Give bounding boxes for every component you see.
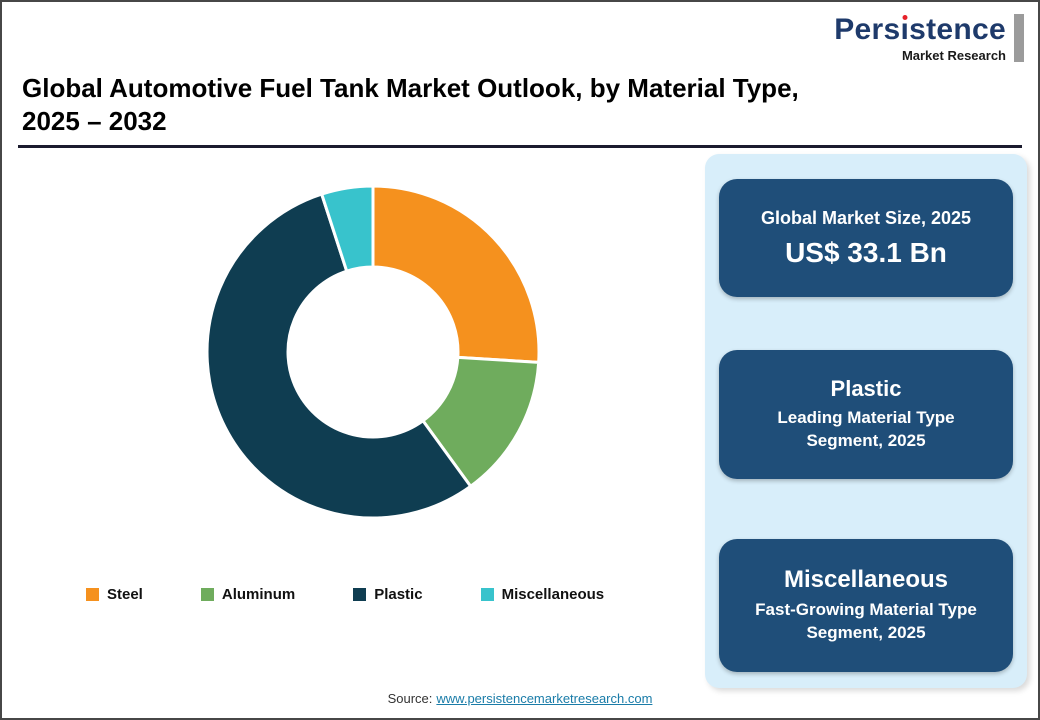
market-size-label: Global Market Size, 2025 [760,207,972,228]
legend-swatch-steel [86,588,99,601]
legend-swatch-plastic [353,588,367,601]
legend-swatch-aluminum [200,588,214,601]
leading-segment-card: Plastic Leading Material Type Segment, 2… [719,350,1013,479]
title-divider [18,145,1022,148]
legend-label-steel: Steel [107,586,143,603]
fast-growing-segment-title: Miscellaneous [783,566,949,594]
donut-slice-plastic [205,192,473,520]
market-size-card: Global Market Size, 2025 US$ 33.1 Bn [719,179,1013,297]
legend-item-plastic: Plastic [353,586,423,603]
legend-item-steel: Steel [86,586,143,603]
highlight-panel: Global Market Size, 2025 US$ 33.1 Bn Pla… [705,154,1027,688]
fast-growing-segment-card: Miscellaneous Fast-Growing Material Type… [719,539,1013,672]
page-title: Global Automotive Fuel Tank Market Outlo… [22,72,942,139]
legend-swatch-miscellaneous [480,588,494,601]
logo-red-dot [902,15,908,20]
donut-slice-miscellaneous [320,184,375,273]
source-label: Source: [387,691,433,706]
logo-accent-bar [1014,14,1024,63]
legend-label-miscellaneous: Miscellaneous [501,586,605,603]
logo-subtitle: Market Research [901,47,1006,63]
legend-label-aluminum: Aluminum [221,586,296,603]
title-line-1: Global Automotive Fuel Tank Market Outlo… [22,73,799,103]
leading-segment-title: Plastic [830,376,902,402]
logo-text-block: Persı stence Market Research [834,14,1006,63]
source-line: Source: www.persistencemarketresearch.com [2,691,1038,706]
chart-legend: Steel Aluminum Plastic Miscellaneous [86,586,604,603]
market-size-value: US$ 33.1 Bn [785,236,947,268]
brand-logo: Persı stence Market Research [834,14,1024,63]
title-line-2: 2025 – 2032 [22,106,167,137]
fast-growing-segment-description: Fast-Growing Material Type Segment, 2025 [755,600,977,642]
legend-item-aluminum: Aluminum [200,586,296,603]
legend-item-miscellaneous: Miscellaneous [480,586,605,603]
donut-chart [205,184,541,520]
logo-wordmark: Persı stence [834,13,1006,46]
donut-slice-steel [371,184,541,364]
leading-segment-description: Leading Material Type Segment, 2025 [777,408,955,450]
source-link[interactable]: www.persistencemarketresearch.com [436,691,653,706]
legend-label-plastic: Plastic [374,586,423,603]
